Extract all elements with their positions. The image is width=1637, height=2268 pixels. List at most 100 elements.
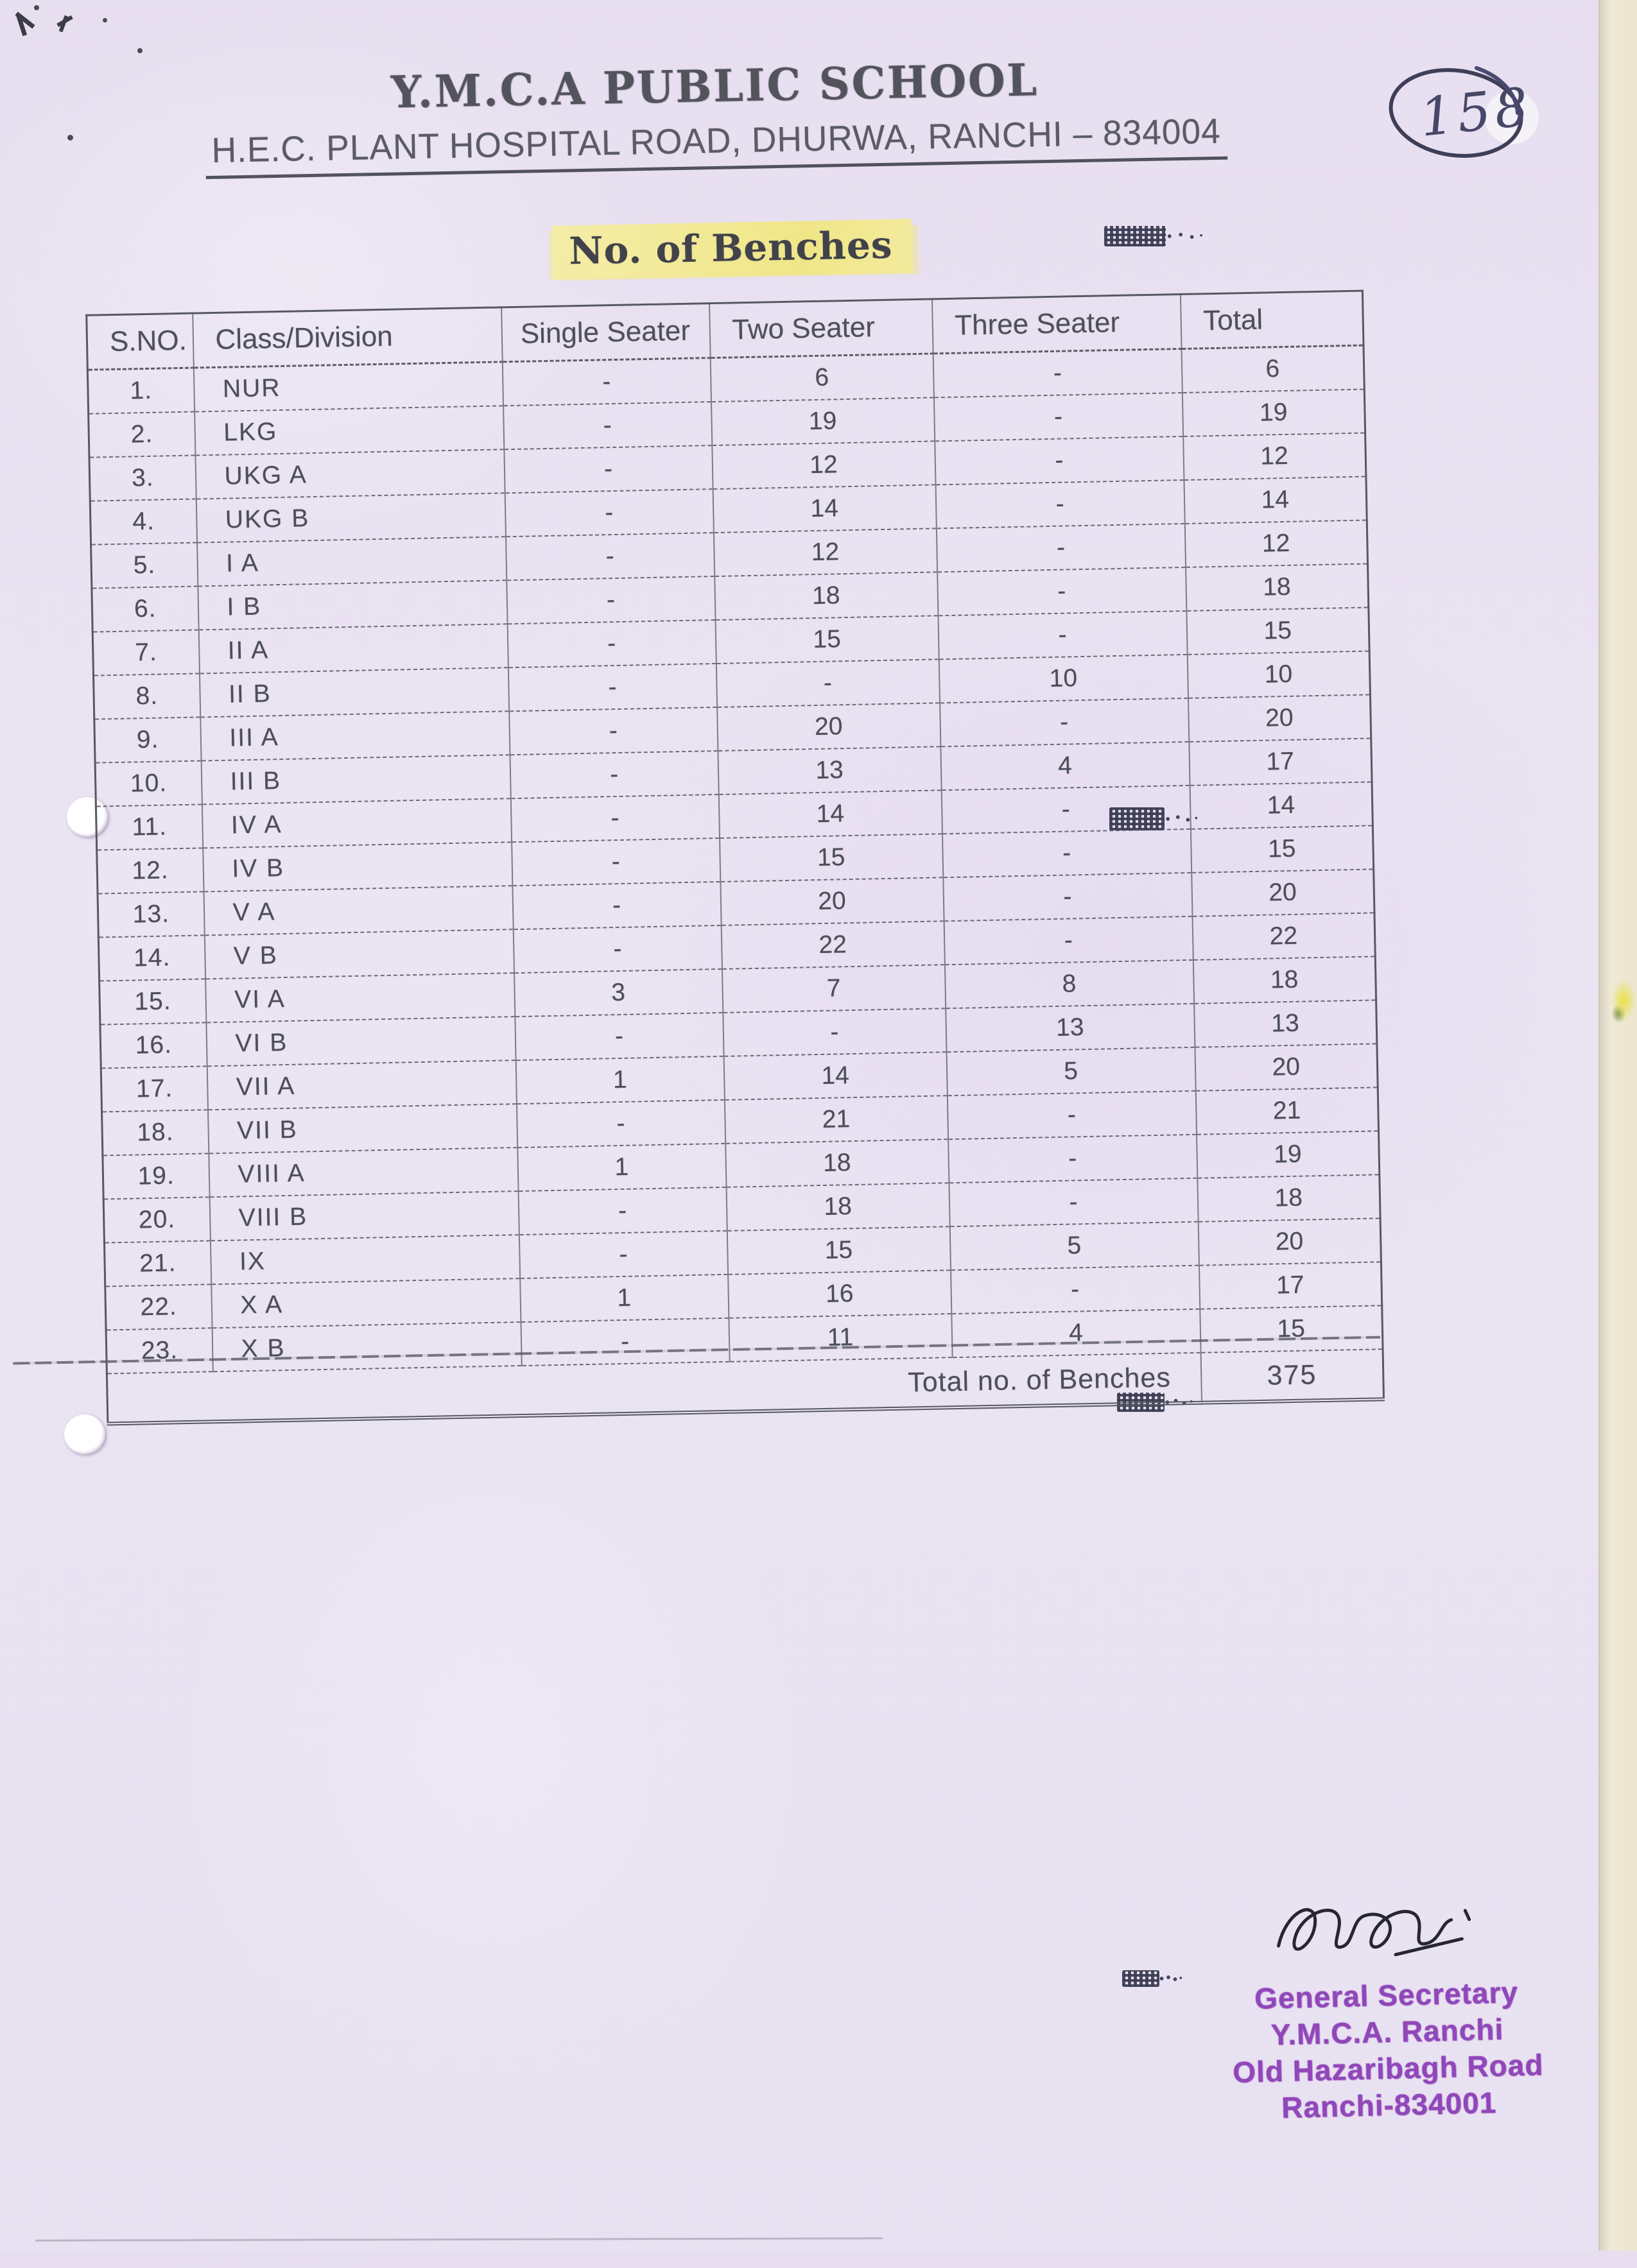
- cell-class: V B: [204, 929, 514, 979]
- cell-single-seater: -: [503, 402, 712, 450]
- cell-total: 18: [1197, 1174, 1381, 1222]
- cell-two-seater: 19: [711, 397, 935, 446]
- col-header-class-division: Class/Division: [192, 307, 503, 368]
- cell-single-seater: 1: [515, 1056, 725, 1104]
- cell-three-seater: -: [944, 916, 1193, 965]
- cell-single-seater: -: [508, 664, 717, 712]
- benches-table: S.NO. Class/Division Single Seater Two S…: [85, 289, 1385, 1426]
- cell-class: I B: [197, 580, 508, 630]
- cell-single-seater: -: [510, 794, 720, 843]
- cell-total: 14: [1190, 782, 1373, 829]
- punch-hole: [64, 1414, 105, 1454]
- col-header-single-seater: Single Seater: [501, 303, 711, 362]
- ink-smudge: [1122, 1970, 1182, 1987]
- cell-total: 20: [1194, 1044, 1378, 1091]
- cell-sno: 4.: [90, 499, 197, 545]
- cell-class: I A: [196, 537, 507, 587]
- cell-class: UKG B: [196, 493, 506, 543]
- cell-sno: 22.: [105, 1284, 212, 1330]
- cell-class: UKG A: [195, 449, 505, 499]
- cell-class: IV A: [202, 798, 512, 848]
- cell-single-seater: 1: [517, 1143, 726, 1192]
- cell-class: X A: [211, 1278, 521, 1328]
- cell-single-seater: -: [512, 881, 722, 930]
- cell-class: X B: [212, 1322, 522, 1372]
- cell-two-seater: 22: [721, 921, 945, 969]
- col-header-two-seater: Two Seater: [709, 298, 933, 358]
- cell-single-seater: -: [506, 576, 716, 624]
- pen-circle-overlap: [1475, 66, 1520, 115]
- cell-total: 15: [1190, 825, 1374, 873]
- cell-three-seater: -: [942, 872, 1193, 922]
- ink-speck: [67, 135, 73, 141]
- cell-class: VII A: [207, 1060, 517, 1110]
- cell-two-seater: 6: [710, 353, 934, 402]
- cell-total: 13: [1193, 1000, 1377, 1047]
- ink-smudge: [1109, 807, 1198, 830]
- cell-sno: 2.: [88, 411, 195, 458]
- cell-three-seater: 4: [951, 1309, 1201, 1358]
- cell-three-seater: 5: [949, 1221, 1199, 1271]
- cell-sno: 5.: [91, 542, 198, 588]
- cell-class: VII B: [207, 1104, 517, 1154]
- cell-total: 10: [1187, 651, 1371, 698]
- cell-sno: 3.: [89, 455, 196, 501]
- cell-sno: 19.: [102, 1153, 210, 1199]
- cell-total: 6: [1181, 345, 1365, 393]
- cell-sno: 12.: [96, 848, 204, 894]
- cell-total: 20: [1198, 1218, 1381, 1266]
- cell-class: V A: [203, 886, 514, 936]
- cell-class: IX: [210, 1235, 520, 1285]
- cell-three-seater: -: [935, 479, 1185, 529]
- page-number-circle: 158: [1380, 56, 1554, 172]
- cell-two-seater: 7: [722, 965, 946, 1013]
- cell-sno: 17.: [101, 1066, 208, 1112]
- school-address: H.E.C. PLANT HOSPITAL ROAD, DHURWA, RANC…: [204, 110, 1227, 180]
- cell-single-seater: -: [507, 620, 716, 668]
- ink-speck: [137, 48, 143, 53]
- document-header: Y.M.C.A PUBLIC SCHOOL H.E.C. PLANT HOSPI…: [0, 45, 1535, 185]
- cell-sno: 20.: [103, 1197, 211, 1243]
- cell-single-seater: -: [513, 925, 722, 974]
- col-header-sno: S.NO.: [86, 313, 194, 370]
- cell-two-seater: 18: [725, 1139, 949, 1187]
- cell-three-seater: -: [950, 1265, 1200, 1314]
- cell-three-seater: 10: [939, 654, 1188, 703]
- signature: [1277, 1908, 1471, 1957]
- cell-two-seater: 12: [711, 441, 936, 490]
- cell-two-seater: 16: [727, 1270, 951, 1318]
- cell-class: IV B: [202, 842, 512, 892]
- cell-two-seater: 13: [717, 746, 942, 795]
- cell-sno: 23.: [106, 1328, 213, 1374]
- cell-three-seater: -: [942, 829, 1191, 878]
- highlighter-smudge: [1604, 966, 1637, 1043]
- cell-single-seater: -: [516, 1099, 725, 1148]
- cell-single-seater: -: [505, 489, 714, 537]
- cell-sno: 11.: [96, 804, 203, 850]
- col-header-three-seater: Three Seater: [931, 294, 1182, 354]
- cell-three-seater: -: [937, 567, 1186, 616]
- cell-total: 12: [1184, 520, 1368, 567]
- cell-two-seater: 14: [723, 1052, 948, 1100]
- cell-single-seater: -: [518, 1187, 727, 1235]
- cell-sno: 7.: [92, 630, 200, 676]
- benches-table-body: 1. NUR -6-6 2. LKG -19-19 3. UKG A -12-12 4. UKG B…: [87, 345, 1383, 1374]
- cell-class: VIII B: [209, 1191, 519, 1241]
- cell-two-seater: 20: [720, 877, 944, 925]
- cell-three-seater: -: [947, 1090, 1197, 1140]
- cell-class: VI A: [205, 973, 515, 1023]
- cell-three-seater: 4: [940, 741, 1190, 791]
- cell-three-seater: -: [933, 393, 1183, 442]
- ink-speck: [34, 5, 39, 10]
- cell-total: 21: [1195, 1087, 1379, 1135]
- cell-three-seater: -: [937, 610, 1188, 660]
- cell-total: 14: [1183, 476, 1367, 524]
- cell-sno: 8.: [93, 673, 200, 719]
- cell-single-seater: -: [511, 838, 720, 886]
- cell-three-seater: -: [939, 698, 1189, 747]
- cell-class: II A: [198, 624, 508, 674]
- cell-two-seater: 20: [716, 703, 940, 752]
- cell-two-seater: 15: [715, 615, 939, 664]
- cell-two-seater: 11: [728, 1314, 953, 1362]
- scanner-edge-strip: [1598, 0, 1637, 2251]
